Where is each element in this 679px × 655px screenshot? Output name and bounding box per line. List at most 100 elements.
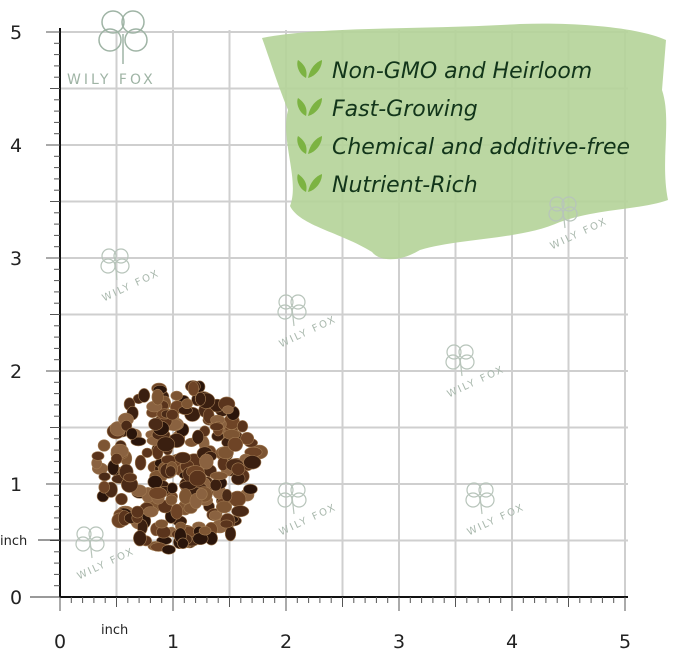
feature-banner [262,23,668,260]
seed [187,381,199,397]
y-tick-label: 4 [10,135,22,157]
clover-watermark-icon [548,196,578,229]
seed [165,465,177,478]
seed [209,471,228,481]
y-tick-label: 1 [10,474,22,496]
y-tick-label: 3 [10,248,22,270]
feature-item: Chemical and additive-free [297,135,630,160]
clover-watermark-icon [277,482,307,515]
seed [227,436,244,452]
leaf-check-icon [297,60,322,78]
seed [166,409,179,421]
seed [222,405,234,415]
clover-watermark-icon [445,344,475,377]
seed [123,472,138,483]
seed [115,493,128,506]
feature-item: Nutrient-Rich [297,173,478,198]
feature-label: Non-GMO and Heirloom [332,59,592,84]
seed [195,391,206,406]
seed [188,470,207,487]
brand-logo: WILY FOX [67,10,156,88]
seed [143,506,159,518]
seed [166,482,178,495]
seed [196,488,208,501]
seed [240,431,255,445]
seed [221,488,233,503]
seed [219,519,234,529]
feature-label: Nutrient-Rich [332,173,478,198]
seed [243,483,258,495]
watermark-text: WILY FOX [101,268,162,304]
seed [148,486,168,500]
seed [231,462,245,476]
seed [151,388,164,406]
seed [91,451,105,461]
seed [216,500,233,514]
seed [224,526,237,542]
feature-list: Non-GMO and Heirloom Fast-Growing Chemical… [297,59,630,198]
seed [131,505,144,519]
seed [133,530,147,547]
seed [208,510,222,521]
seed [177,537,189,549]
seed [199,453,214,470]
seed [198,526,212,536]
watermark-text: WILY FOX [466,502,527,538]
y-axis-labels: 0 1 2 3 4 5 inch [0,22,27,609]
clover-watermark-icon [75,526,105,559]
leaf-check-icon [297,174,322,192]
seed [236,420,249,433]
x-unit-label: inch [101,623,128,638]
seed [231,505,250,518]
watermark: WILY FOX [75,526,137,582]
x-tick-label: 4 [506,631,518,653]
seed [130,436,147,447]
leaf-check-icon [297,98,322,116]
seed [165,494,178,506]
seed [147,474,163,489]
seed [174,451,192,464]
seed [156,436,176,452]
x-tick-label: 3 [393,631,405,653]
x-tick-label: 1 [167,631,179,653]
clover-watermark-icon [100,248,130,281]
x-axis-labels: 0 1 2 3 4 5 inch [54,623,631,653]
clover-watermark-icon [277,294,307,327]
feature-item: Non-GMO and Heirloom [297,59,592,84]
seed [110,452,123,465]
clover-watermark-icon [465,482,495,515]
clover-logo-icon [98,10,148,64]
seed [148,417,164,431]
y-tick-label: 0 [10,587,22,609]
x-tick-label: 5 [619,631,631,653]
seed [217,446,234,460]
watermark-text: WILY FOX [76,546,137,582]
seed [134,454,147,471]
leaf-check-icon [297,136,322,154]
seed [98,472,111,482]
y-tick-label: 2 [10,361,22,383]
y-tick-label: 5 [10,22,22,44]
seed [161,544,176,555]
feature-label: Fast-Growing [332,97,478,122]
brand-name: WILY FOX [67,72,156,88]
feature-label: Chemical and additive-free [332,135,630,160]
seed [209,478,222,492]
seed [243,455,262,470]
x-tick-label: 0 [54,631,66,653]
seed [192,429,205,445]
seed [209,422,224,432]
seed [155,519,169,529]
seed [181,398,193,410]
seed [138,388,151,403]
x-tick-label: 2 [280,631,292,653]
seed-pile [91,380,268,555]
watermark: WILY FOX [465,482,527,538]
seed [170,503,184,520]
ruler [30,28,628,611]
feature-item: Fast-Growing [297,97,478,122]
seed [97,439,111,452]
seed [170,390,183,401]
y-unit-label: inch [0,534,27,549]
